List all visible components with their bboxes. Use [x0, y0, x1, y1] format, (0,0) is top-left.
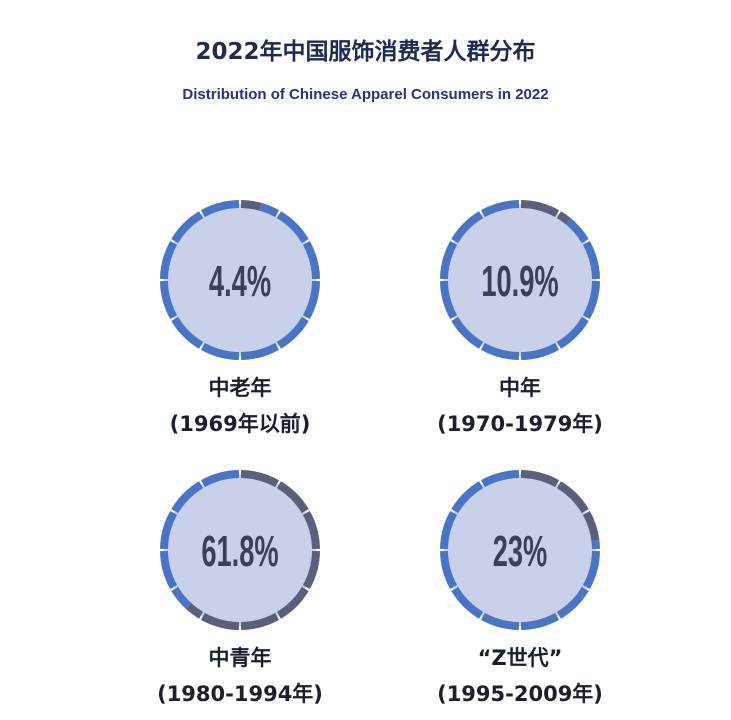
ring-background: [164, 474, 316, 626]
percent-label: 4.4%: [209, 256, 271, 305]
ring-segment-empty: [276, 316, 309, 349]
ring-segment-empty: [520, 342, 560, 360]
ring-segment-empty: [160, 240, 178, 280]
ring-segment-empty: [556, 316, 589, 349]
ring-background: [164, 204, 316, 356]
ring-segment-empty: [582, 240, 600, 280]
ring-segment-empty: [582, 550, 600, 590]
ring-segment-empty: [160, 510, 178, 550]
ring-chart: 10.9%: [440, 200, 600, 360]
ring-segment-empty: [240, 342, 280, 360]
group-label: “Z世代” (1995-2009年): [410, 640, 630, 712]
ring-segment-empty: [582, 280, 600, 320]
ring-segment-empty: [480, 612, 520, 630]
ring-background: [444, 204, 596, 356]
ring-segment-empty: [160, 550, 178, 590]
ring-segment-empty: [302, 240, 320, 280]
ring-segment-empty: [451, 316, 484, 349]
ring-background: [444, 474, 596, 626]
ring-segment-filled: [556, 211, 571, 225]
ring-segment-empty: [440, 510, 458, 550]
group-name: 中年: [499, 376, 541, 400]
ring-segment-empty: [171, 586, 192, 610]
percent-label: 10.9%: [481, 256, 558, 305]
ring-segment-filled: [240, 612, 280, 630]
group-label: 中老年 (1969年以前): [130, 370, 350, 442]
ring-segment-empty: [171, 211, 204, 244]
group-period: (1995-2009年): [437, 682, 603, 706]
group-period: (1969年以前): [169, 412, 311, 436]
ring-segment-filled: [556, 481, 589, 514]
ring-segment-empty: [200, 470, 240, 488]
ring-segment-empty: [480, 342, 520, 360]
ring-segment-empty: [440, 550, 458, 590]
ring-segment-empty: [520, 612, 560, 630]
ring-chart: 4.4%: [160, 200, 320, 360]
ring-segment-empty: [591, 539, 600, 550]
ring-segment-filled: [520, 200, 560, 218]
group-label: 中年 (1970-1979年): [410, 370, 630, 442]
ring-segment-empty: [451, 481, 484, 514]
ring-chart: 61.8%: [160, 470, 320, 630]
ring-segment-empty: [480, 200, 520, 218]
ring-segment-empty: [171, 316, 204, 349]
ring-chart: 23%: [440, 470, 600, 630]
ring-segment-empty: [200, 342, 240, 360]
chart-subtitle: Distribution of Chinese Apparel Consumer…: [182, 86, 549, 103]
ring-segment-filled: [520, 470, 560, 488]
ring-segment-empty: [565, 218, 589, 244]
ring-segment-filled: [302, 550, 320, 590]
ring-segment-empty: [451, 586, 484, 619]
group-label: 中青年 (1980-1994年): [130, 640, 350, 712]
ring-segment-filled: [185, 603, 204, 619]
ring-segment-empty: [276, 211, 309, 244]
ring-segment-empty: [440, 280, 458, 320]
ring-segment-filled: [240, 470, 280, 488]
group-name: 中青年: [208, 646, 272, 670]
group-name: 中老年: [208, 376, 272, 400]
ring-segment-filled: [200, 612, 240, 630]
ring-segment-empty: [259, 203, 280, 218]
percent-label: 61.8%: [201, 526, 278, 575]
ring-segment-filled: [302, 510, 320, 550]
chart-title: 2022年中国服饰消费者人群分布: [195, 39, 536, 65]
ring-segment-empty: [451, 211, 484, 244]
ring-segment-empty: [200, 200, 240, 218]
ring-segment-empty: [171, 481, 204, 514]
ring-segment-empty: [160, 280, 178, 320]
group-name: “Z世代”: [477, 646, 563, 670]
ring-segment-filled: [240, 200, 262, 211]
ring-segment-filled: [582, 510, 600, 542]
ring-segment-empty: [556, 586, 589, 619]
percent-label: 23%: [493, 526, 548, 575]
ring-segment-filled: [276, 481, 309, 514]
ring-segment-filled: [276, 586, 309, 619]
group-period: (1970-1979年): [437, 412, 603, 436]
ring-segment-empty: [302, 280, 320, 320]
ring-segment-empty: [480, 470, 520, 488]
ring-segment-empty: [440, 240, 458, 280]
group-period: (1980-1994年): [157, 682, 323, 706]
